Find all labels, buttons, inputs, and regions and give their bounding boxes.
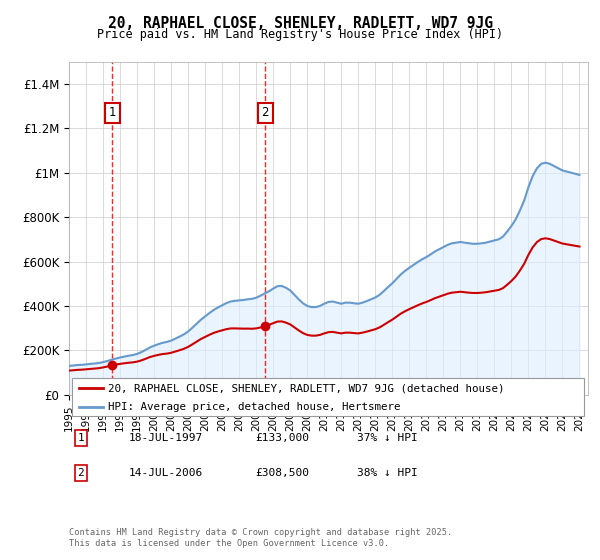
FancyBboxPatch shape bbox=[71, 379, 584, 416]
Text: 20, RAPHAEL CLOSE, SHENLEY, RADLETT, WD7 9JG (detached house): 20, RAPHAEL CLOSE, SHENLEY, RADLETT, WD7… bbox=[108, 383, 505, 393]
Text: 18-JUL-1997: 18-JUL-1997 bbox=[129, 433, 203, 443]
Text: Price paid vs. HM Land Registry's House Price Index (HPI): Price paid vs. HM Land Registry's House … bbox=[97, 28, 503, 41]
Text: 38% ↓ HPI: 38% ↓ HPI bbox=[357, 468, 418, 478]
Text: 37% ↓ HPI: 37% ↓ HPI bbox=[357, 433, 418, 443]
Text: 1: 1 bbox=[77, 433, 85, 443]
Text: 14-JUL-2006: 14-JUL-2006 bbox=[129, 468, 203, 478]
Text: 2: 2 bbox=[262, 106, 269, 119]
Text: £133,000: £133,000 bbox=[255, 433, 309, 443]
Text: Contains HM Land Registry data © Crown copyright and database right 2025.
This d: Contains HM Land Registry data © Crown c… bbox=[69, 528, 452, 548]
Text: 2: 2 bbox=[77, 468, 85, 478]
Text: 20, RAPHAEL CLOSE, SHENLEY, RADLETT, WD7 9JG: 20, RAPHAEL CLOSE, SHENLEY, RADLETT, WD7… bbox=[107, 16, 493, 31]
Text: £308,500: £308,500 bbox=[255, 468, 309, 478]
Text: HPI: Average price, detached house, Hertsmere: HPI: Average price, detached house, Hert… bbox=[108, 402, 400, 412]
Text: 1: 1 bbox=[109, 106, 116, 119]
